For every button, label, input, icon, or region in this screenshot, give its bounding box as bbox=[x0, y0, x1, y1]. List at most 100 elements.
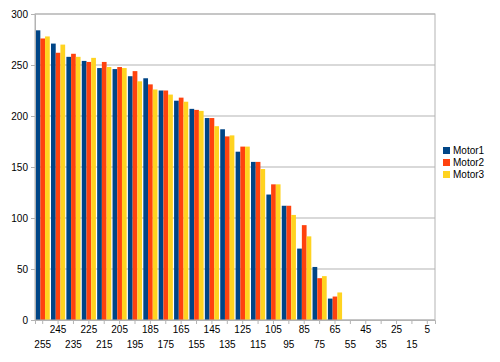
tick-label: 145 bbox=[204, 324, 221, 335]
bar bbox=[122, 68, 127, 320]
tick-mark bbox=[31, 320, 35, 321]
bar bbox=[36, 30, 41, 320]
bar bbox=[168, 95, 173, 320]
legend-swatch bbox=[443, 159, 450, 166]
bar bbox=[137, 81, 142, 320]
bar bbox=[194, 110, 199, 320]
tick: 15 bbox=[406, 320, 418, 350]
bar bbox=[91, 58, 96, 320]
bar bbox=[128, 76, 133, 320]
tick: 45 bbox=[360, 320, 372, 335]
tick-label: 255 bbox=[34, 339, 51, 350]
bar bbox=[117, 67, 122, 320]
chart: 0501001502002503002552452352252152051951… bbox=[0, 0, 500, 362]
tick-label: 105 bbox=[265, 324, 282, 335]
bar bbox=[276, 184, 281, 320]
tick-label: 35 bbox=[376, 339, 388, 350]
tick-mark bbox=[196, 320, 197, 324]
bar bbox=[86, 62, 91, 320]
bar bbox=[214, 126, 219, 320]
bar bbox=[266, 195, 271, 320]
tick: 165 bbox=[173, 320, 190, 335]
tick-label: 0 bbox=[22, 315, 28, 326]
tick-label: 65 bbox=[329, 324, 341, 335]
bar bbox=[45, 36, 50, 320]
legend-swatch bbox=[443, 147, 450, 154]
tick-mark bbox=[165, 320, 166, 324]
tick: 100 bbox=[11, 213, 35, 224]
bar bbox=[322, 276, 327, 320]
tick-mark bbox=[319, 320, 320, 324]
bar bbox=[286, 206, 291, 320]
bar bbox=[205, 118, 210, 320]
plot-frame bbox=[35, 14, 435, 320]
legend: Motor1Motor2Motor3 bbox=[443, 145, 485, 180]
bar bbox=[271, 184, 276, 320]
tick: 185 bbox=[142, 320, 159, 335]
tick: 55 bbox=[345, 320, 357, 350]
tick-mark bbox=[31, 218, 35, 219]
tick-mark bbox=[31, 14, 35, 15]
bar bbox=[189, 109, 194, 320]
tick: 95 bbox=[283, 320, 295, 350]
bar bbox=[302, 225, 307, 320]
tick-label: 50 bbox=[17, 264, 29, 275]
legend-item: Motor3 bbox=[443, 169, 485, 180]
tick: 150 bbox=[11, 162, 35, 173]
bar bbox=[71, 54, 76, 320]
tick-mark bbox=[42, 320, 43, 324]
bar bbox=[153, 89, 158, 320]
legend-label: Motor3 bbox=[453, 169, 485, 180]
tick: 50 bbox=[17, 264, 35, 275]
bar bbox=[60, 45, 65, 320]
tick-label: 185 bbox=[142, 324, 159, 335]
tick: 105 bbox=[265, 320, 282, 335]
bar bbox=[282, 206, 287, 320]
bar bbox=[40, 38, 45, 320]
series bbox=[36, 30, 333, 320]
bar bbox=[210, 118, 215, 320]
bar bbox=[291, 215, 296, 320]
tick-mark bbox=[227, 320, 228, 324]
tick-label: 155 bbox=[188, 339, 205, 350]
tick-mark bbox=[135, 320, 136, 324]
legend-item: Motor2 bbox=[443, 157, 485, 168]
bar bbox=[225, 136, 230, 320]
tick-label: 300 bbox=[11, 9, 28, 20]
tick-label: 85 bbox=[299, 324, 311, 335]
bar bbox=[56, 53, 61, 320]
bar bbox=[133, 71, 138, 320]
bar bbox=[251, 162, 256, 320]
bar bbox=[148, 84, 153, 320]
tick-label: 55 bbox=[345, 339, 357, 350]
bar bbox=[297, 249, 302, 320]
bar bbox=[328, 299, 333, 320]
tick-mark bbox=[258, 320, 259, 324]
tick-label: 45 bbox=[360, 324, 372, 335]
tick-label: 250 bbox=[11, 60, 28, 71]
bar bbox=[245, 147, 250, 320]
bar bbox=[76, 57, 81, 320]
bar bbox=[143, 78, 148, 320]
bar bbox=[163, 91, 168, 321]
tick: 205 bbox=[111, 320, 128, 335]
tick-label: 135 bbox=[219, 339, 236, 350]
tick: 0 bbox=[22, 315, 35, 326]
bar bbox=[260, 169, 265, 320]
bars bbox=[36, 30, 342, 320]
bar bbox=[236, 152, 241, 320]
tick: 250 bbox=[11, 60, 35, 71]
tick-label: 5 bbox=[425, 324, 431, 335]
legend-swatch bbox=[443, 171, 450, 178]
bar bbox=[337, 292, 342, 320]
bar bbox=[307, 236, 312, 320]
tick: 35 bbox=[376, 320, 388, 350]
axis-line bbox=[31, 15, 36, 321]
tick-label: 115 bbox=[250, 339, 266, 350]
tick-label: 75 bbox=[314, 339, 326, 350]
tick: 75 bbox=[314, 320, 326, 350]
tick-mark bbox=[381, 320, 382, 324]
y-axis: 050100150200250300 bbox=[11, 9, 35, 326]
tick-label: 100 bbox=[11, 213, 28, 224]
tick-label: 205 bbox=[111, 324, 128, 335]
